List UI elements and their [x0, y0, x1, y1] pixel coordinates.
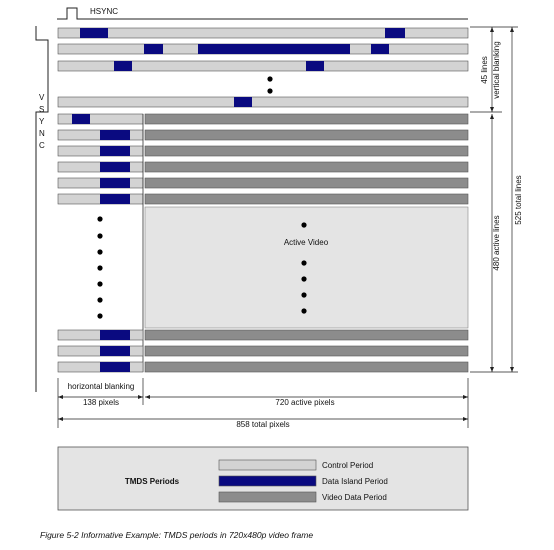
vsync-letter-v: V: [39, 93, 45, 102]
legend-label-video: Video Data Period: [322, 493, 387, 502]
legend-swatch-video: [218, 491, 317, 503]
vertical-dimensions: [470, 26, 518, 373]
vblank-lines-label: 45 lines: [480, 56, 489, 84]
data-island-block: [306, 61, 324, 71]
active-line-group-top: [57, 129, 469, 205]
legend: TMDS Periods Control Period Data Island …: [57, 446, 469, 511]
dimension-arrowheads: [58, 395, 468, 421]
data-island-block: [198, 44, 350, 54]
legend-label-control: Control Period: [322, 461, 373, 470]
active-video-label: Active Video: [284, 238, 329, 247]
vsync-letter-s: S: [39, 105, 44, 114]
hsync-label: HSYNC: [90, 7, 118, 16]
figure-caption: Figure 5-2 Informative Example: TMDS per…: [40, 530, 313, 540]
vertical-blanking-lines: [57, 27, 469, 108]
vblank-label: vertical blanking: [492, 41, 501, 98]
active-line-group-bottom: [57, 329, 469, 373]
data-island-block: [114, 61, 132, 71]
legend-label-data-island: Data Island Period: [322, 477, 388, 486]
data-island-block: [72, 114, 90, 124]
vsync-letter-c: C: [39, 141, 45, 150]
blank-line-3: [57, 60, 469, 72]
h-blank-label: horizontal blanking: [68, 382, 135, 391]
data-island-block: [80, 28, 108, 38]
total-lines-label: 525 total lines: [514, 175, 523, 224]
vsync-waveform: V S Y N C: [35, 26, 49, 392]
blanking-ellipsis: [97, 216, 103, 319]
data-island-block: [144, 44, 163, 54]
horizontal-dimensions: [57, 378, 469, 428]
data-island-block: [371, 44, 389, 54]
active-region: Active Video: [57, 113, 469, 373]
ellipsis-dot: [267, 88, 273, 94]
vsync-letter-y: Y: [39, 117, 45, 126]
active-video-area: [144, 206, 469, 329]
legend-swatch-control: [218, 459, 317, 471]
total-pixels-label: 858 total pixels: [236, 420, 289, 429]
h-blank-pixels: 138 pixels: [83, 398, 119, 407]
blank-line-4: [57, 96, 469, 108]
data-island-block: [234, 97, 252, 107]
active-lines-label: 480 active lines: [492, 215, 501, 270]
legend-swatch-data-island: [218, 475, 317, 487]
video-data-segment: [144, 113, 469, 125]
vertical-arrowheads: [490, 27, 514, 372]
active-ellipsis: [301, 260, 307, 314]
legend-title: TMDS Periods: [125, 477, 180, 486]
ellipsis-dot: [267, 76, 273, 82]
blank-line-1: [57, 27, 469, 39]
hsync-waveform: HSYNC: [57, 7, 468, 20]
vsync-letter-n: N: [39, 129, 45, 138]
active-pixels-label: 720 active pixels: [275, 398, 334, 407]
active-line-blanking: [57, 113, 144, 125]
ellipsis-dot: [301, 222, 307, 228]
data-island-block: [385, 28, 405, 38]
